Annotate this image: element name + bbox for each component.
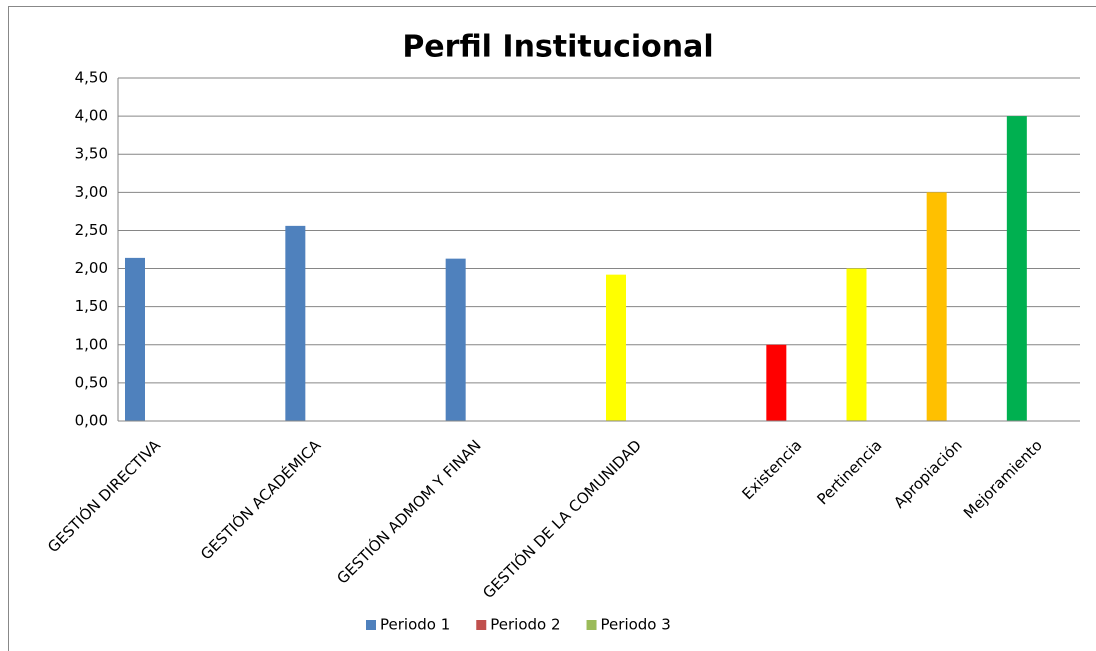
bar bbox=[926, 192, 947, 421]
bar bbox=[606, 274, 626, 421]
y-tick-label: 0,50 bbox=[75, 373, 108, 391]
y-tick-label: 2,50 bbox=[75, 221, 108, 239]
bar bbox=[846, 268, 867, 421]
y-tick-label: 1,50 bbox=[75, 297, 108, 315]
y-tick-label: 1,00 bbox=[75, 335, 108, 353]
y-tick-label: 4,50 bbox=[75, 69, 108, 87]
y-tick-label: 3,50 bbox=[75, 145, 108, 163]
y-tick-label: 0,00 bbox=[75, 412, 108, 430]
legend-swatch bbox=[476, 620, 487, 630]
legend-swatch bbox=[586, 620, 597, 630]
bar bbox=[445, 258, 466, 421]
chart-title: Perfil Institucional bbox=[402, 30, 713, 65]
bar bbox=[766, 344, 787, 421]
legend-swatch bbox=[366, 620, 376, 630]
bar bbox=[285, 225, 306, 421]
bar bbox=[1006, 116, 1027, 421]
y-tick-label: 3,00 bbox=[75, 183, 108, 201]
y-tick-label: 4,00 bbox=[75, 107, 108, 125]
bar bbox=[125, 257, 145, 421]
legend-label: Periodo 3 bbox=[601, 616, 671, 634]
legend-label: Periodo 2 bbox=[490, 616, 560, 634]
legend-label: Periodo 1 bbox=[380, 616, 450, 634]
y-tick-label: 2,00 bbox=[75, 259, 108, 277]
chart-frame bbox=[8, 6, 1096, 651]
